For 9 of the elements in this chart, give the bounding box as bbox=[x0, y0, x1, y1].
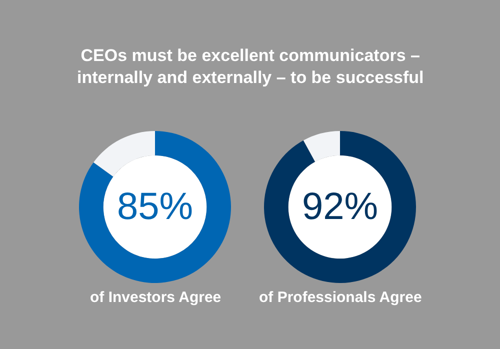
donut-slice bbox=[94, 131, 155, 177]
text: of Professionals Agree bbox=[259, 289, 422, 306]
text: of Investors Agree bbox=[90, 289, 222, 306]
donut-slice bbox=[303, 131, 340, 162]
data-label: 85% bbox=[117, 186, 194, 228]
data-label: 92% bbox=[302, 186, 378, 228]
donut-slice bbox=[79, 131, 231, 283]
donut-slice bbox=[264, 131, 416, 283]
chart-title: CEOs must be excellent communicators – internally and externally – to be successful bbox=[77, 46, 424, 88]
